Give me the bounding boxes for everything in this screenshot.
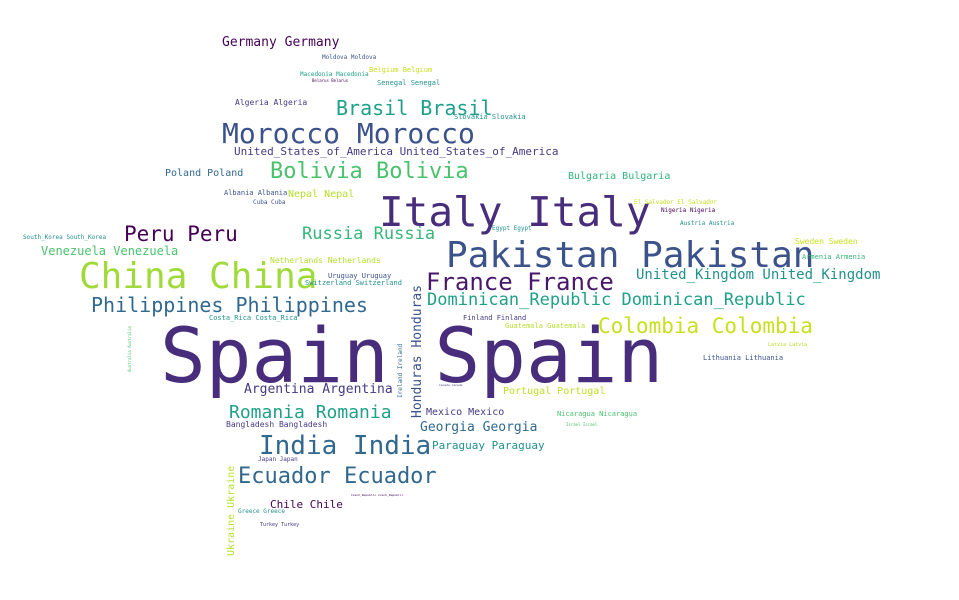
word-pakistan: Pakistan Pakistan [446,235,815,276]
word-russia: Russia Russia [302,224,436,244]
word-lithuania: Lithuania Lithuania [703,354,784,362]
word-macedonia: Macedonia Macedonia [300,71,369,78]
word-turkey: Turkey Turkey [260,522,300,528]
word-argentina: Argentina Argentina [244,382,393,397]
word-ukraine: Ukraine Ukraine [226,465,237,556]
word-switzerland: Switzerland Switzerland [305,279,402,287]
word-venezuela: Venezuela Venezuela [41,244,179,258]
word-greece: Greece Greece [238,508,285,515]
word-south-korea: South_Korea South_Korea [23,234,107,241]
word-sweden: Sweden Sweden [795,237,858,246]
word-netherlands: Netherlands Netherlands [270,256,381,265]
word-spain: Spain Spain [160,311,664,400]
word-georgia: Georgia Georgia [420,420,538,435]
word-peru: Peru Peru [124,222,238,246]
word-germany: Germany Germany [222,35,340,50]
word-moldova: Moldova Moldova [322,54,377,61]
word-philippines: Philippines Philippines [91,293,368,317]
word-chile: Chile Chile [270,498,343,511]
word-austria: Austria Austria [680,220,735,227]
word-egypt: Egypt Egypt [492,225,532,232]
word-dominican-republic: Dominican_Republic Dominican_Republic [427,290,806,310]
word-algeria: Algeria Algeria [235,98,308,107]
word-latvia: Latvia Latvia [768,342,808,348]
word-nicaragua: Nicaragua Nicaragua [557,410,638,418]
word-ireland: Ireland Ireland [397,343,404,398]
word-senegal: Senegal Senegal [377,79,441,87]
word-canada: Canada Canada [439,383,463,387]
word-ecuador: Ecuador Ecuador [238,464,437,489]
word-italy: Italy Italy [379,188,651,236]
word-nigeria: Nigeria Nigeria [661,207,716,214]
word-czech-republic: Czech_Republic Czech_Republic [351,493,404,497]
word-morocco: Morocco Morocco [222,117,475,150]
word-china: China China [79,256,318,297]
word-portugal: Portugal Portugal [503,386,606,397]
word-brasil: Brasil Brasil [336,96,493,120]
word-armenia: Armenia Armenia [802,253,866,261]
word-romania: Romania Romania [229,402,392,423]
word-united-states-of-america: United_States_of_America United_States_o… [234,145,559,158]
word-slovakia: Slovakia Slovakia [454,113,526,121]
word-albania: Albania Albania [224,189,288,197]
word-bolivia: Bolivia Bolivia [270,159,469,184]
word-uruguay: Uruguay Uruguay [328,272,392,280]
word-france: France France [426,268,614,296]
word-bangladesh: Bangladesh Bangladesh [226,420,328,429]
word-paraguay: Paraguay Paraguay [432,439,545,452]
word-finland: Finland Finland [463,314,527,322]
word-israel: Israel Israel [566,422,598,427]
word-el-salvador: El_Salvador El_Salvador [634,199,718,206]
word-united-kingdom: United_Kingdom United_Kingdom [636,267,881,283]
word-india: India India [259,431,432,461]
word-bulgaria: Bulgaria Bulgaria [568,171,671,182]
word-belarus: Belarus Belarus [312,78,349,83]
word-honduras: Honduras Honduras [410,284,425,418]
word-nepal: Nepal Nepal [288,189,355,200]
word-cuba: Cuba Cuba [253,199,286,206]
word-australia: Australia Australia [127,326,132,372]
word-colombia: Colombia Colombia [598,314,813,338]
word-guatemala: Guatemala Guatemala [505,322,586,330]
word-costa-rica: Costa_Rica Costa_Rica [209,314,298,322]
word-belgium: Belgium Belgium [369,66,433,74]
word-japan: Japan Japan [258,456,298,463]
word-mexico: Mexico Mexico [426,407,505,418]
word-poland: Poland Poland [165,168,244,179]
